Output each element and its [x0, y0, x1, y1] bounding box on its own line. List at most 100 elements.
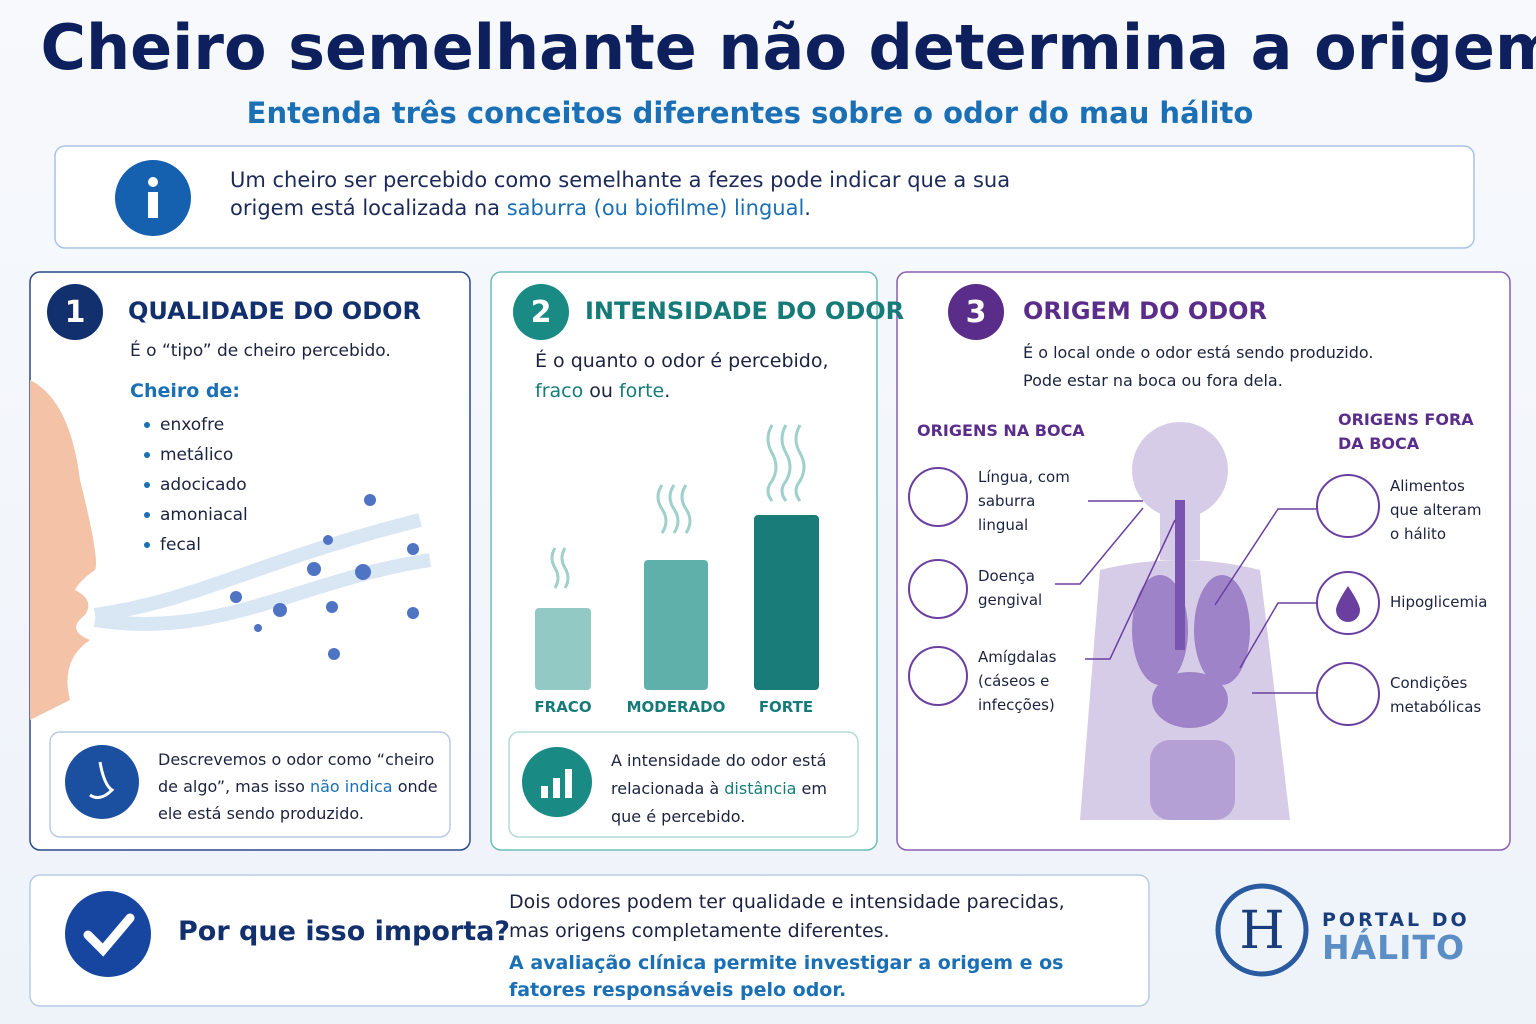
- level-label: FRACO: [534, 698, 592, 716]
- shape: [908, 646, 968, 706]
- shape: [1239, 602, 1320, 669]
- badge: [948, 284, 1004, 340]
- note: Descrevemos o odor como “cheiro de algo”…: [158, 746, 448, 827]
- check-icon: [65, 891, 151, 977]
- badge: [47, 284, 103, 340]
- footer-title: Por que isso importa?: [178, 916, 511, 947]
- breath: [93, 513, 432, 631]
- shape: [1194, 575, 1250, 685]
- check-icon: [83, 913, 135, 957]
- bullet: [144, 542, 150, 548]
- chart-icon: [541, 769, 572, 798]
- list-text: fecal: [160, 535, 201, 555]
- text: onde ele está sendo produzido.: [158, 777, 438, 823]
- shape: [230, 591, 242, 603]
- level-label: MODERADO: [626, 698, 726, 716]
- shape: [273, 603, 287, 617]
- list-title: Cheiro de:: [130, 380, 240, 402]
- logo-mark: H: [1239, 901, 1284, 961]
- shape: [328, 648, 340, 660]
- shape: [407, 607, 419, 619]
- logo-text: PORTAL DO: [1322, 909, 1470, 931]
- info-box: [54, 145, 1475, 249]
- shape: [1152, 672, 1228, 728]
- shape: [1132, 422, 1228, 518]
- shape: [668, 484, 680, 534]
- footer-highlight: A avaliação clínica permite investigar a…: [509, 952, 1064, 1001]
- list-text: adocicado: [160, 475, 247, 495]
- organs: [1132, 575, 1250, 820]
- text: Um cheiro ser percebido como semelhante …: [230, 168, 1011, 221]
- subtitle: Entenda três conceitos diferentes sobre …: [246, 96, 1254, 130]
- odor-waves: [550, 424, 806, 589]
- line: Pode estar na boca ou fora dela.: [1023, 371, 1283, 390]
- shape: [326, 601, 338, 613]
- level-bar: [535, 608, 591, 690]
- badge-number: 2: [530, 295, 552, 330]
- shape: [565, 769, 572, 798]
- badge-number: 3: [965, 295, 987, 330]
- text: ou: [589, 380, 613, 402]
- shape: [1085, 519, 1176, 660]
- origin-item: Condições metabólicas: [1390, 674, 1482, 716]
- text: .: [664, 380, 671, 402]
- shape: [355, 564, 371, 580]
- highlight: saburra (ou biofilme) lingual: [506, 196, 805, 221]
- text: em que é percebido.: [611, 779, 827, 826]
- badge-number: 1: [64, 295, 86, 330]
- list-item: fecal: [144, 530, 248, 560]
- face: [30, 380, 96, 720]
- level-bar: [754, 515, 819, 690]
- shape: [550, 547, 560, 589]
- origin-icons: [908, 467, 1380, 726]
- level-bar: [644, 560, 708, 690]
- shape: [560, 547, 570, 589]
- text: A intensidade do odor está relacionada à: [611, 751, 827, 798]
- panel-title: QUALIDADE DO ODOR: [128, 297, 422, 325]
- nose-icon: [89, 761, 115, 800]
- info-text: Um cheiro ser percebido como semelhante …: [230, 166, 1080, 223]
- panel-description: É o local onde o odor está sendo produzi…: [1023, 339, 1373, 395]
- shape: [656, 484, 668, 534]
- shape: [1150, 740, 1235, 820]
- bullet: [144, 452, 150, 458]
- list-item: adocicado: [144, 470, 248, 500]
- title: Cheiro semelhante não determina a origem: [40, 11, 1536, 84]
- shape: [323, 535, 333, 545]
- note-box: [508, 731, 859, 838]
- bullet: [144, 482, 150, 488]
- group-title: ORIGENS NA BOCA: [917, 421, 1085, 440]
- list-item: amoniacal: [144, 500, 248, 530]
- level-label: FORTE: [758, 698, 814, 716]
- shape: [407, 543, 419, 555]
- shape: [1316, 662, 1380, 726]
- panel-title: ORIGEM DO ODOR: [1023, 297, 1268, 325]
- highlight: forte: [618, 380, 665, 402]
- panel-description: É o “tipo” de cheiro percebido.: [130, 341, 391, 361]
- panel-description: É o quanto o odor é percebido, fraco ou …: [535, 346, 835, 406]
- logo-text: HÁLITO: [1322, 928, 1466, 967]
- list-item: enxofre: [144, 410, 248, 440]
- origin-item: Língua, com saburra lingual: [978, 468, 1070, 534]
- note-box: [49, 731, 451, 838]
- panel-title: INTENSIDADE DO ODOR: [585, 297, 905, 325]
- particles: [230, 494, 419, 660]
- nose-icon: [65, 745, 139, 819]
- list-text: metálico: [160, 445, 234, 465]
- shape: [1055, 507, 1144, 585]
- shape: [680, 484, 692, 534]
- text: É o quanto o odor é percebido,: [535, 350, 829, 372]
- line: É o local onde o odor está sendo produzi…: [1023, 343, 1374, 362]
- origin-item: Amígdalas (cáseos e infecções): [978, 648, 1057, 714]
- shape: [780, 424, 792, 502]
- text: Descrevemos o odor como “cheiro de algo”…: [158, 750, 435, 796]
- footer-box: [29, 874, 1150, 1007]
- list-item: metálico: [144, 440, 248, 470]
- shape: [908, 559, 968, 619]
- highlight: distância: [724, 779, 797, 798]
- shape: [1132, 575, 1188, 685]
- shape: [553, 778, 560, 798]
- group-title: ORIGENS FORA DA BOCA: [1338, 410, 1474, 453]
- shape: [1214, 508, 1320, 606]
